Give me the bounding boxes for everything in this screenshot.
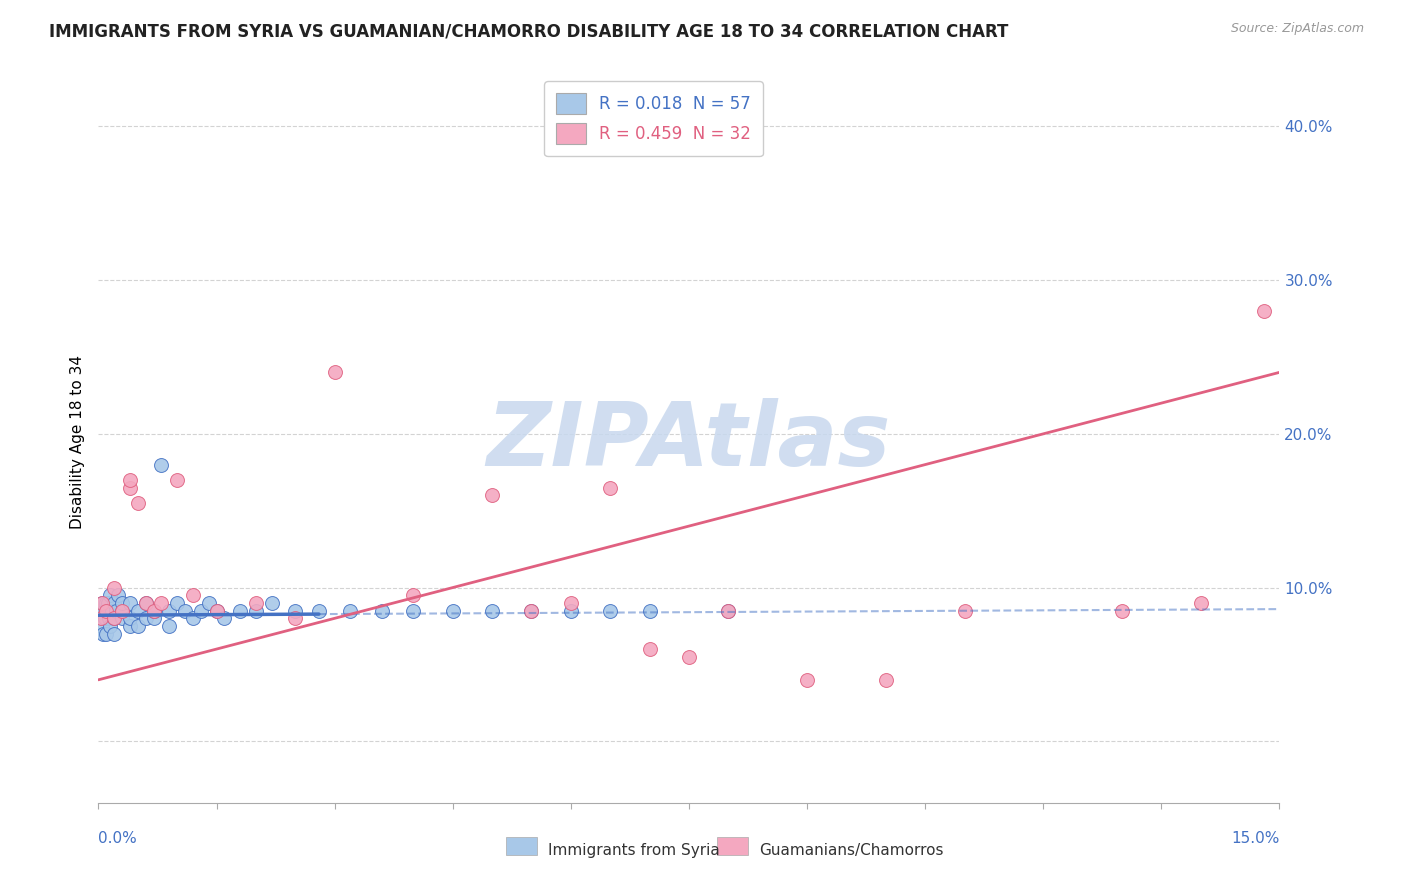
Point [371,604,394,618]
Point [111,604,134,618]
Point [142,604,165,618]
Point [520,604,543,618]
Point [402,588,425,602]
Text: ZIPAtlas: ZIPAtlas [486,398,891,485]
Point [91,626,114,640]
Point [599,481,621,495]
Point [520,604,543,618]
Point [157,604,180,618]
Point [127,496,149,510]
Point [135,596,157,610]
Text: Guamanians/Chamorros: Guamanians/Chamorros [759,843,943,857]
Point [107,588,129,602]
Point [97,611,120,625]
Point [150,596,173,610]
Point [89,604,111,618]
Point [260,596,283,610]
Point [481,488,503,502]
Point [197,596,219,610]
Point [111,596,134,610]
Point [339,604,361,618]
Text: 0.0%: 0.0% [98,831,138,846]
Point [717,604,740,618]
Point [402,604,425,618]
Point [638,642,661,657]
Point [678,649,700,664]
Point [90,611,112,625]
Point [96,604,118,618]
Point [93,604,115,618]
Point [214,611,236,625]
Text: Source: ZipAtlas.com: Source: ZipAtlas.com [1230,22,1364,36]
Legend: R = 0.018  N = 57, R = 0.459  N = 32: R = 0.018 N = 57, R = 0.459 N = 32 [544,81,763,156]
Point [1189,596,1212,610]
Point [229,604,252,618]
Point [284,604,307,618]
Point [103,611,125,625]
Point [111,604,134,618]
Point [875,673,897,687]
Point [441,604,464,618]
Point [111,611,134,625]
Point [101,604,124,618]
Point [118,481,141,495]
Point [481,604,503,618]
Point [96,604,118,618]
Point [190,604,212,618]
Point [90,611,112,625]
Point [127,604,149,618]
Point [104,604,127,618]
Point [560,596,582,610]
Point [953,604,976,618]
Point [94,596,117,610]
Point [245,604,267,618]
Point [245,596,267,610]
Point [142,611,165,625]
Point [174,604,197,618]
Point [98,588,121,602]
Point [135,611,157,625]
Point [166,473,188,487]
Point [103,581,125,595]
Point [118,596,141,610]
Point [96,626,118,640]
Point [599,604,621,618]
Text: 15.0%: 15.0% [1232,831,1279,846]
Point [118,473,141,487]
Point [103,626,125,640]
Point [90,619,112,633]
Point [1111,604,1133,618]
Point [1253,304,1275,318]
Point [308,604,330,618]
Point [91,596,114,610]
Point [97,596,120,610]
Point [560,604,582,618]
Y-axis label: Disability Age 18 to 34: Disability Age 18 to 34 [69,354,84,529]
Point [118,619,141,633]
Point [205,604,228,618]
Point [135,596,157,610]
Point [717,604,740,618]
Point [157,619,180,633]
Point [284,611,307,625]
Text: IMMIGRANTS FROM SYRIA VS GUAMANIAN/CHAMORRO DISABILITY AGE 18 TO 34 CORRELATION : IMMIGRANTS FROM SYRIA VS GUAMANIAN/CHAMO… [49,22,1008,40]
Point [98,619,121,633]
Text: Immigrants from Syria: Immigrants from Syria [548,843,720,857]
Point [638,604,661,618]
Point [103,611,125,625]
Point [91,596,114,610]
Point [166,596,188,610]
Point [205,604,228,618]
Point [796,673,818,687]
Point [150,458,173,472]
Point [142,604,165,618]
Point [323,365,346,379]
Point [181,588,204,602]
Point [93,611,115,625]
Point [127,619,149,633]
Point [103,596,125,610]
Point [181,611,204,625]
Point [118,611,141,625]
